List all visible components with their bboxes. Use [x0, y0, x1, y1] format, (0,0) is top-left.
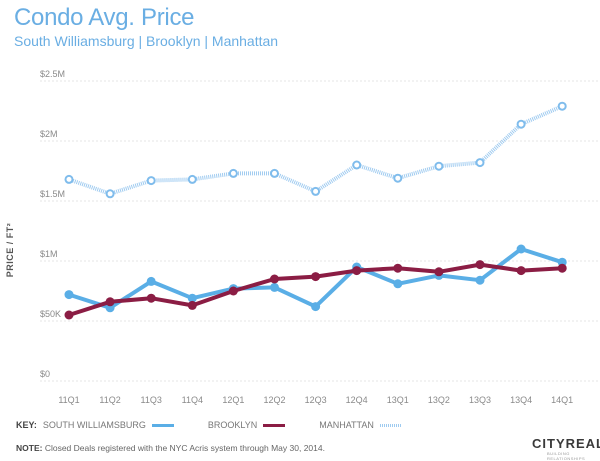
data-point — [146, 276, 156, 286]
x-tick-label: 11Q3 — [141, 395, 162, 405]
data-point — [393, 263, 403, 273]
y-tick-label: $2M — [40, 129, 58, 139]
data-point — [475, 260, 485, 270]
data-point — [228, 286, 238, 296]
data-point — [352, 160, 362, 170]
data-point — [516, 266, 526, 276]
data-point — [434, 161, 444, 171]
data-point — [516, 119, 526, 129]
x-tick-label: 12Q4 — [346, 395, 368, 405]
y-tick-label: $1M — [40, 249, 58, 259]
data-point — [146, 293, 156, 303]
legend-swatch-south-williamsburg — [151, 423, 174, 427]
data-point — [475, 158, 485, 168]
data-point — [105, 297, 115, 307]
x-tick-label: 13Q2 — [428, 395, 450, 405]
data-point — [187, 174, 197, 184]
series-brooklyn — [64, 260, 567, 320]
data-point — [475, 275, 485, 285]
data-point — [64, 310, 74, 320]
data-point — [557, 101, 567, 111]
series-manhattan — [64, 101, 567, 199]
data-point — [228, 168, 238, 178]
cityrealty-logo: CITYREALTY — [532, 436, 600, 451]
x-tick-label: 13Q4 — [510, 395, 532, 405]
data-point — [434, 267, 444, 277]
legend-key-label: KEY: — [16, 420, 37, 430]
data-point — [64, 174, 74, 184]
series-line — [68, 104, 564, 196]
data-point — [516, 244, 526, 254]
y-tick-label: $50K — [40, 309, 61, 319]
data-point — [146, 176, 156, 186]
data-point — [187, 300, 197, 310]
legend-swatch-brooklyn — [263, 423, 286, 427]
data-point — [352, 266, 362, 276]
logo-tagline: BUILDING RELATIONSHIPS — [547, 451, 586, 461]
x-tick-label: 13Q1 — [387, 395, 409, 405]
data-point — [187, 293, 197, 303]
x-tick-label: 11Q4 — [182, 395, 203, 405]
x-tick-label: 14Q1 — [551, 395, 573, 405]
data-point — [557, 263, 567, 273]
chart-title: Condo Avg. Price — [14, 4, 195, 31]
chart-subtitle: South Williamsburg | Brooklyn | Manhatta… — [14, 33, 279, 49]
legend-label-south-williamsburg: SOUTH WILLIAMSBURG — [42, 420, 146, 430]
legend-label-brooklyn: BROOKLYN — [207, 420, 258, 430]
data-point — [393, 279, 403, 289]
note-text: Closed Deals registered with the NYC Acr… — [42, 443, 325, 453]
y-tick-label: $0 — [40, 369, 50, 379]
x-tick-label: 12Q2 — [263, 395, 285, 405]
y-tick-label: $2.5M — [40, 69, 65, 79]
footnote: NOTE: Closed Deals registered with the N… — [16, 443, 325, 453]
note-label: NOTE: — [16, 443, 43, 453]
data-point — [270, 282, 279, 292]
legend: KEY: SOUTH WILLIAMSBURG BROOKLYN MANHATT… — [16, 420, 436, 430]
data-point — [311, 302, 321, 312]
data-point — [105, 189, 115, 199]
y-axis-label: PRICE / FT² — [5, 223, 15, 278]
data-point — [311, 272, 321, 282]
data-point — [270, 168, 279, 178]
x-tick-label: 12Q1 — [222, 395, 244, 405]
data-point — [270, 274, 279, 284]
legend-label-manhattan: MANHATTAN — [319, 420, 374, 430]
x-tick-label: 11Q2 — [99, 395, 120, 405]
x-tick-label: 12Q3 — [305, 395, 327, 405]
data-point — [393, 173, 403, 183]
legend-swatch-manhattan — [379, 423, 402, 427]
x-tick-label: 11Q1 — [58, 395, 79, 405]
data-point — [64, 290, 74, 300]
x-tick-label: 13Q3 — [469, 395, 491, 405]
y-tick-label: $1.5M — [40, 189, 65, 199]
data-point — [311, 186, 321, 196]
